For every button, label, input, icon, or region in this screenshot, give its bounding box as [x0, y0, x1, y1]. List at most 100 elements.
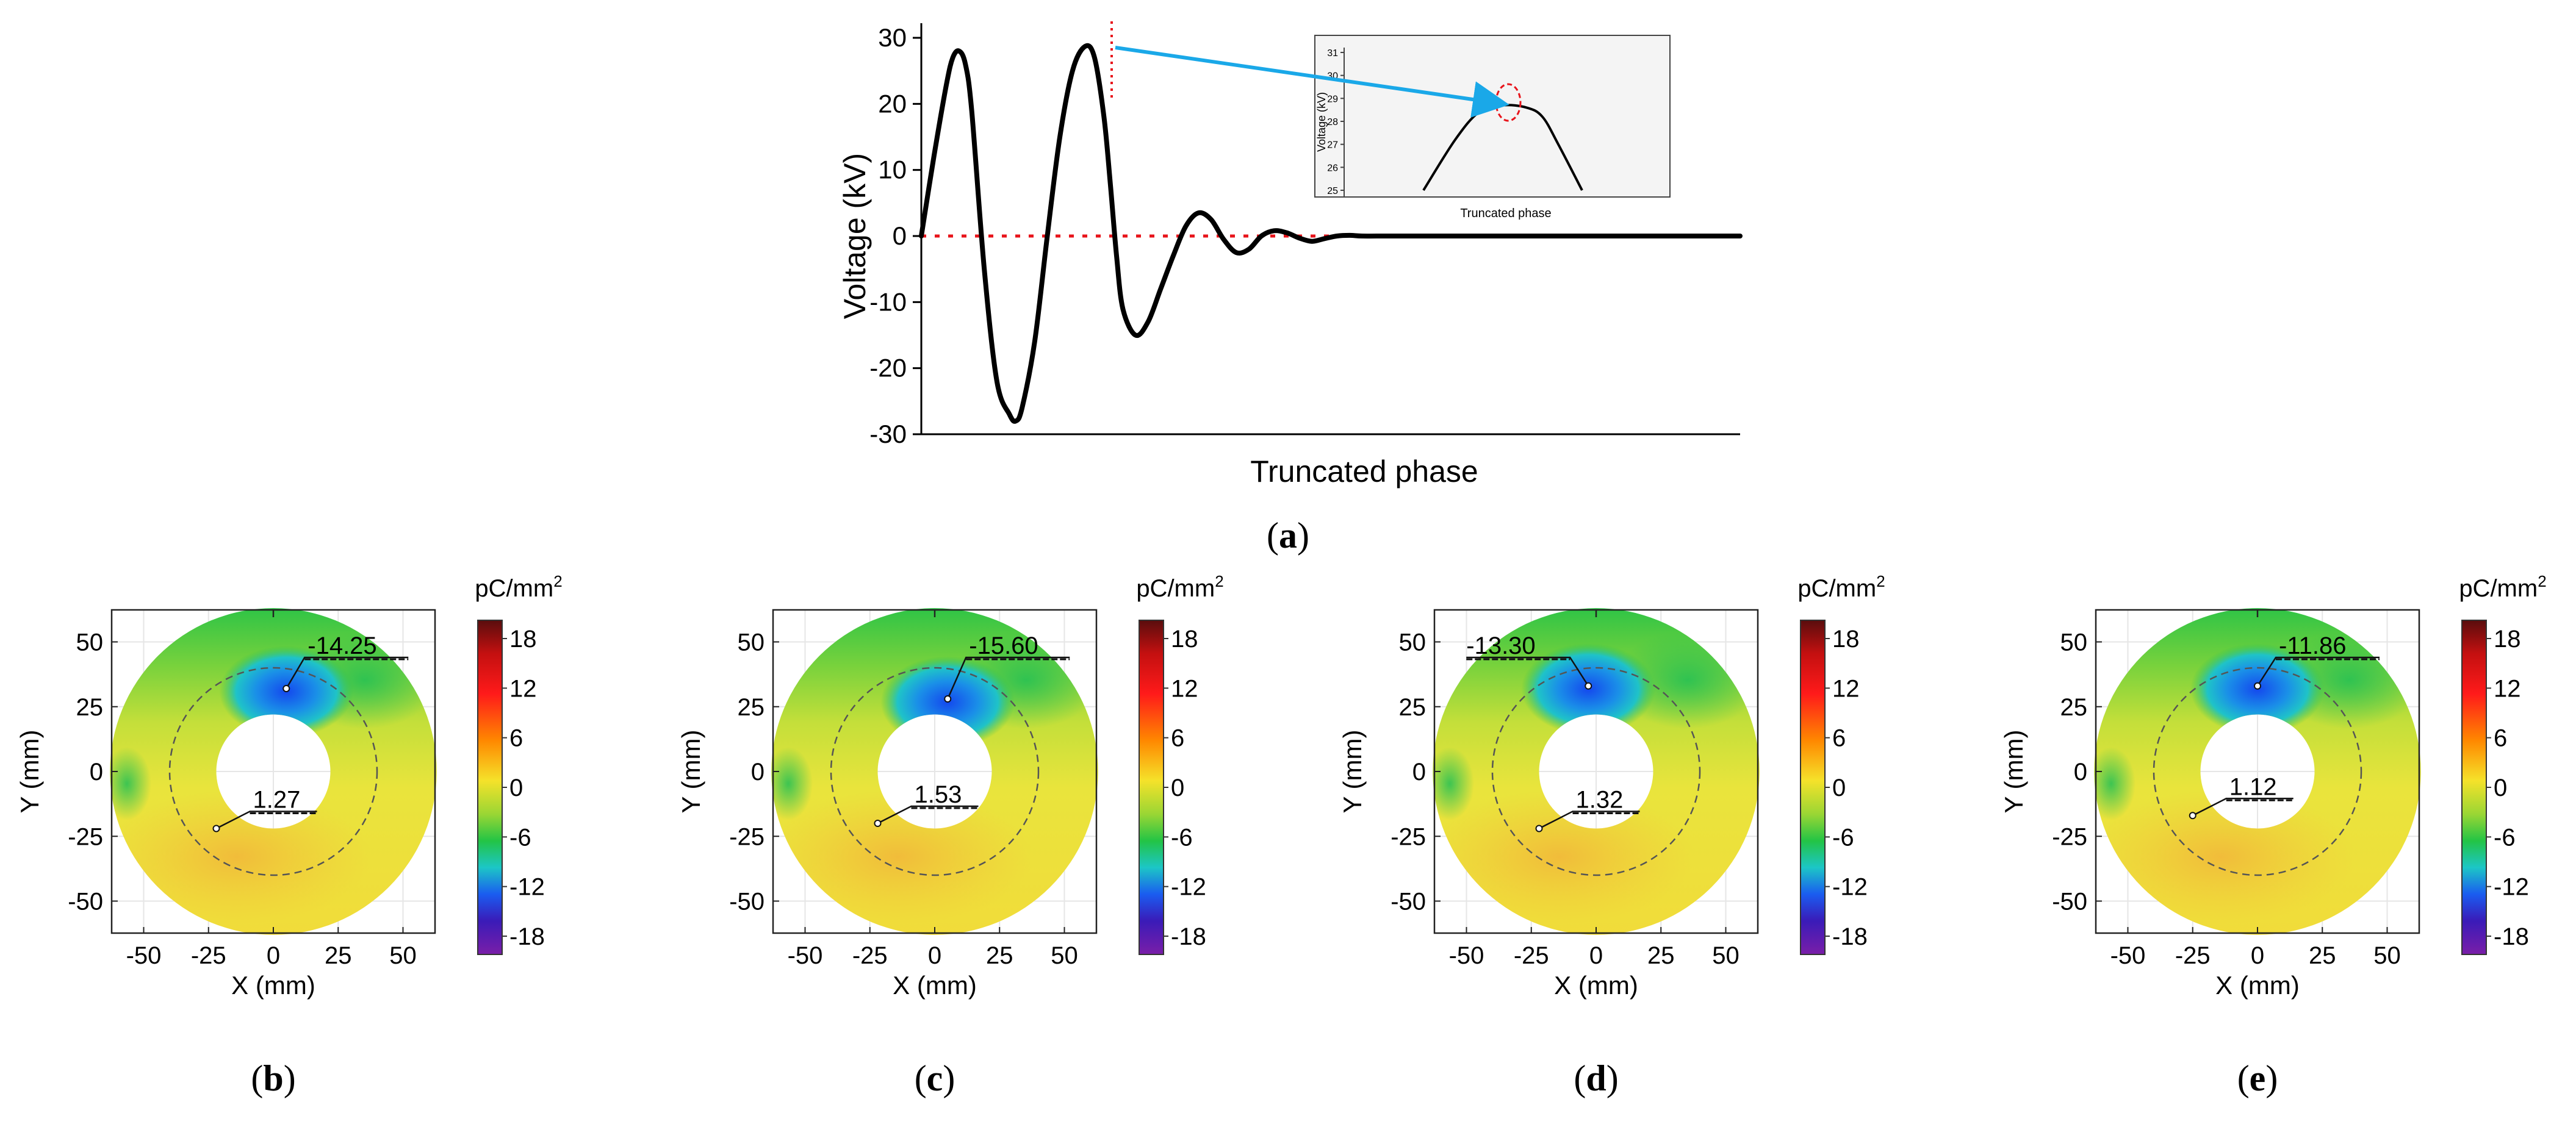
colorbar-tick-label: 0	[509, 775, 523, 801]
x-axis-label: X (mm)	[893, 971, 977, 1000]
inset-x-axis-label: Truncated phase	[1460, 207, 1551, 220]
min-value-marker	[282, 685, 290, 692]
x-tick-label: -50	[2110, 942, 2146, 969]
panel-a-y-tick-label: 20	[878, 89, 907, 118]
x-tick-label: 25	[2309, 942, 2336, 969]
colorbar-tick-label: 18	[1832, 626, 1860, 653]
colorbar-tick-label: 6	[509, 725, 523, 752]
heatmap-panels: -50 -25 0 25 50 50 25 0 -25 -50 X (mm) Y (mm) -14.25…	[15, 572, 2547, 1098]
min-value-label: -15.60	[969, 632, 1038, 659]
colorbar-tick-label: -18	[1171, 923, 1206, 950]
x-tick-label: 25	[986, 942, 1013, 969]
panel-a-y-tick-label: 30	[878, 23, 907, 52]
y-tick-label: -50	[68, 889, 103, 915]
x-axis-label: X (mm)	[1554, 971, 1638, 1000]
max-value-leader	[2192, 798, 2294, 817]
positive-charge-zone	[1433, 790, 1694, 924]
y-tick-label: -50	[2052, 889, 2087, 915]
panel-b-caption: (b)	[251, 1058, 295, 1098]
side-green-zone	[1433, 747, 1474, 820]
x-tick-label: 25	[325, 942, 352, 969]
panel-a-line-chart: 30 20 10 0 -10 -20 -30 Voltage (kV) Truncated …	[838, 21, 1743, 556]
positive-charge-zone	[110, 790, 371, 924]
panel-a-y-tick-label: -30	[869, 420, 907, 448]
inset-y-tick-label: 25	[1327, 186, 1338, 196]
panel-b-density-overlay	[110, 631, 437, 924]
colorbar-unit: pC/mm2	[2459, 572, 2546, 602]
side-green-zone	[771, 747, 813, 820]
colorbar-tick-label: -12	[2494, 874, 2529, 901]
inset-frame	[1314, 35, 1671, 198]
y-tick-label: -50	[729, 889, 765, 915]
inset-y-tick-label: 26	[1327, 163, 1338, 173]
x-tick-label: 0	[2251, 942, 2264, 969]
min-value-leader	[286, 656, 409, 689]
panel-a-x-axis-label: Truncated phase	[1250, 454, 1478, 489]
y-axis-label: Y (mm)	[1999, 730, 2028, 814]
panel-a-y-tick-label: -10	[869, 287, 907, 316]
min-value-leader	[1466, 656, 1589, 687]
panel-c-reference-circle	[830, 667, 1040, 876]
max-value-marker	[1535, 825, 1543, 832]
y-tick-label: -50	[1391, 889, 1426, 915]
colorbar-tick-label: -18	[1832, 923, 1868, 950]
x-tick-label: -25	[191, 942, 226, 969]
panel-a-y-ticks: 30 20 10 0 -10 -20 -30	[869, 23, 921, 448]
min-value-label: -11.86	[2279, 632, 2346, 659]
x-tick-label: -25	[2175, 942, 2211, 969]
inset-y-tick-label: 27	[1327, 140, 1338, 151]
min-value-marker	[944, 695, 952, 703]
panel-b-heatmap: -50 -25 0 25 50 50 25 0 -25 -50 X (mm) Y (mm) -14.25…	[15, 572, 563, 1098]
colorbar-unit: pC/mm2	[1797, 572, 1885, 602]
panel-e-heatmap: -50 -25 0 25 50 50 25 0 -25 -50 X (mm) Y (mm) -11.86…	[1999, 572, 2547, 1098]
y-tick-label: 0	[2074, 759, 2087, 786]
max-value-leader	[877, 805, 979, 825]
colorbar-tick-label: -12	[509, 874, 545, 901]
colorbar-unit: pC/mm2	[1136, 572, 1223, 602]
y-tick-label: 0	[90, 759, 103, 786]
max-value-marker	[212, 825, 220, 832]
x-axis-label: X (mm)	[2215, 971, 2300, 1000]
x-tick-label: 50	[389, 942, 417, 969]
x-tick-label: 50	[1051, 942, 1078, 969]
max-value-label: 1.53	[915, 781, 962, 808]
panel-b-reference-circle	[168, 667, 378, 876]
colorbar-tick-label: -6	[1832, 824, 1854, 851]
inset-y-tick-label: 29	[1327, 94, 1338, 104]
min-value-marker	[2254, 682, 2261, 690]
x-tick-label: 0	[1589, 942, 1603, 969]
y-tick-label: 25	[2060, 694, 2088, 721]
max-value-leader	[1538, 811, 1640, 829]
y-tick-label: 0	[751, 759, 765, 786]
y-tick-label: -25	[1391, 823, 1426, 850]
panel-e-reference-circle	[2153, 667, 2362, 876]
side-green-zone	[2094, 747, 2135, 820]
y-tick-label: 50	[738, 629, 765, 656]
min-value-label: -13.30	[1466, 632, 1535, 659]
min-value-leader	[947, 656, 1070, 700]
colorbar-tick-label: -18	[509, 923, 545, 950]
colorbar-tick-label: -6	[2494, 824, 2516, 851]
colorbar-tick-label: 6	[1171, 725, 1184, 752]
panel-e-density-overlay	[2094, 631, 2421, 924]
y-tick-label: 50	[1399, 629, 1427, 656]
colorbar-tick-label: 18	[1171, 626, 1198, 653]
min-value-leader	[2256, 656, 2380, 687]
y-tick-label: -25	[68, 823, 103, 850]
side-green-zone	[110, 747, 151, 820]
colorbar-tick-label: 12	[1832, 675, 1860, 702]
panel-d-heatmap: -50 -25 0 25 50 50 25 0 -25 -50 X (mm) Y (mm) -13.30…	[1338, 572, 1885, 1098]
min-value-label: -14.25	[308, 632, 376, 659]
x-tick-label: 0	[928, 942, 941, 969]
colorbar-tick-label: -12	[1171, 874, 1206, 901]
x-tick-label: 50	[1712, 942, 1740, 969]
panel-a-y-tick-label: -20	[869, 354, 907, 382]
colorbar-tick-label: -6	[1171, 824, 1193, 851]
positive-charge-zone	[771, 790, 1032, 924]
x-tick-label: -50	[788, 942, 823, 969]
colorbar	[1139, 620, 1164, 955]
panel-d-caption: (d)	[1574, 1058, 1618, 1098]
x-tick-label: 50	[2373, 942, 2401, 969]
colorbar-tick-label: 12	[509, 675, 537, 702]
max-value-label: 1.32	[1576, 787, 1624, 814]
